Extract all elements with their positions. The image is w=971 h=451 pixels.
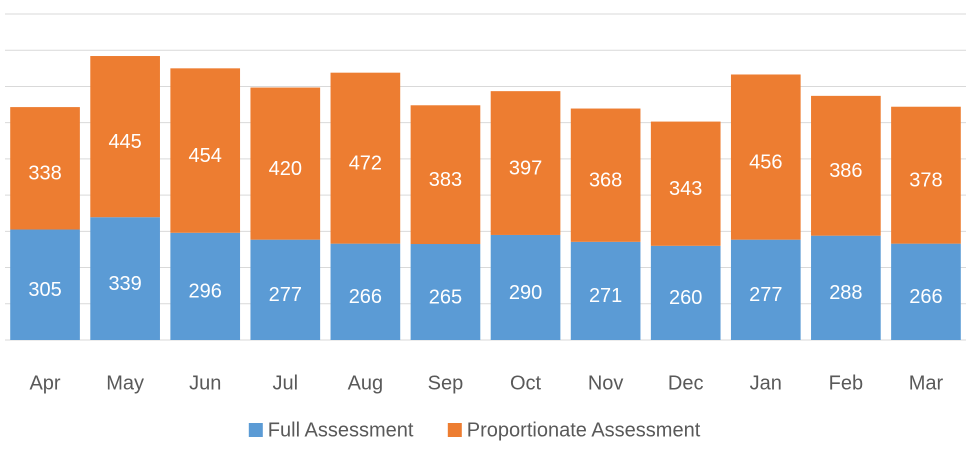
bar-segment — [90, 56, 160, 218]
bar-segment — [10, 229, 80, 340]
x-tick-label: Jul — [273, 372, 299, 394]
bar-segment — [811, 95, 881, 236]
x-tick-label: Dec — [668, 372, 704, 394]
bar-segment — [811, 235, 881, 340]
bar-segment — [90, 217, 160, 340]
data-label: 260 — [669, 287, 702, 309]
data-label: 290 — [509, 282, 542, 304]
bar-segment — [170, 232, 241, 340]
data-label: 277 — [749, 284, 782, 306]
data-label: 420 — [269, 158, 302, 180]
data-label: 277 — [269, 284, 302, 306]
bar-segment — [10, 107, 80, 230]
data-label: 338 — [28, 163, 61, 185]
bar-segment — [730, 239, 801, 340]
bar-segment — [490, 234, 561, 340]
data-label: 305 — [28, 279, 61, 301]
bar-segment — [490, 91, 561, 235]
data-label: 271 — [589, 285, 622, 307]
bar-segment — [250, 87, 321, 240]
bar-segment — [410, 105, 481, 245]
bar-segment — [250, 239, 321, 340]
data-label: 343 — [669, 178, 702, 200]
data-label: 456 — [749, 151, 782, 173]
x-tick-label: Nov — [588, 372, 624, 394]
bar-segment — [330, 243, 401, 340]
data-label: 397 — [509, 157, 542, 179]
data-label: 266 — [909, 286, 942, 308]
legend-label: Full Assessment — [268, 419, 414, 441]
bar-segment — [170, 68, 241, 233]
data-label: 368 — [589, 169, 622, 191]
data-label: 296 — [189, 281, 222, 303]
legend-swatch — [447, 423, 462, 437]
bar-segment — [650, 245, 721, 340]
data-label: 386 — [829, 160, 862, 182]
data-label: 266 — [349, 286, 382, 308]
data-label: 288 — [829, 282, 862, 304]
bar-segment — [570, 241, 641, 340]
bar-segment — [730, 74, 801, 240]
x-tick-label: Mar — [909, 372, 944, 394]
x-tick-label: Oct — [510, 372, 542, 394]
legend-swatch — [248, 423, 263, 437]
data-label: 265 — [429, 286, 462, 308]
bar-segment — [650, 121, 721, 246]
data-label: 383 — [429, 169, 462, 191]
x-tick-label: Sep — [428, 372, 464, 394]
bar-segment — [410, 244, 481, 340]
bar-segment — [891, 243, 961, 340]
bar-segment — [570, 108, 641, 242]
x-tick-label: Jun — [189, 372, 221, 394]
data-label: 378 — [909, 169, 942, 191]
data-label: 454 — [189, 145, 222, 167]
x-tick-label: Jan — [750, 372, 782, 394]
data-label: 472 — [349, 152, 382, 174]
x-tick-label: Feb — [829, 372, 863, 394]
bar-segment — [330, 72, 401, 244]
bar-segment — [891, 106, 961, 244]
data-label: 445 — [108, 131, 141, 153]
x-tick-label: Aug — [348, 372, 384, 394]
x-tick-label: Apr — [29, 372, 60, 394]
data-label: 339 — [108, 273, 141, 295]
legend-label: Proportionate Assessment — [467, 419, 701, 441]
x-tick-label: May — [106, 372, 144, 394]
